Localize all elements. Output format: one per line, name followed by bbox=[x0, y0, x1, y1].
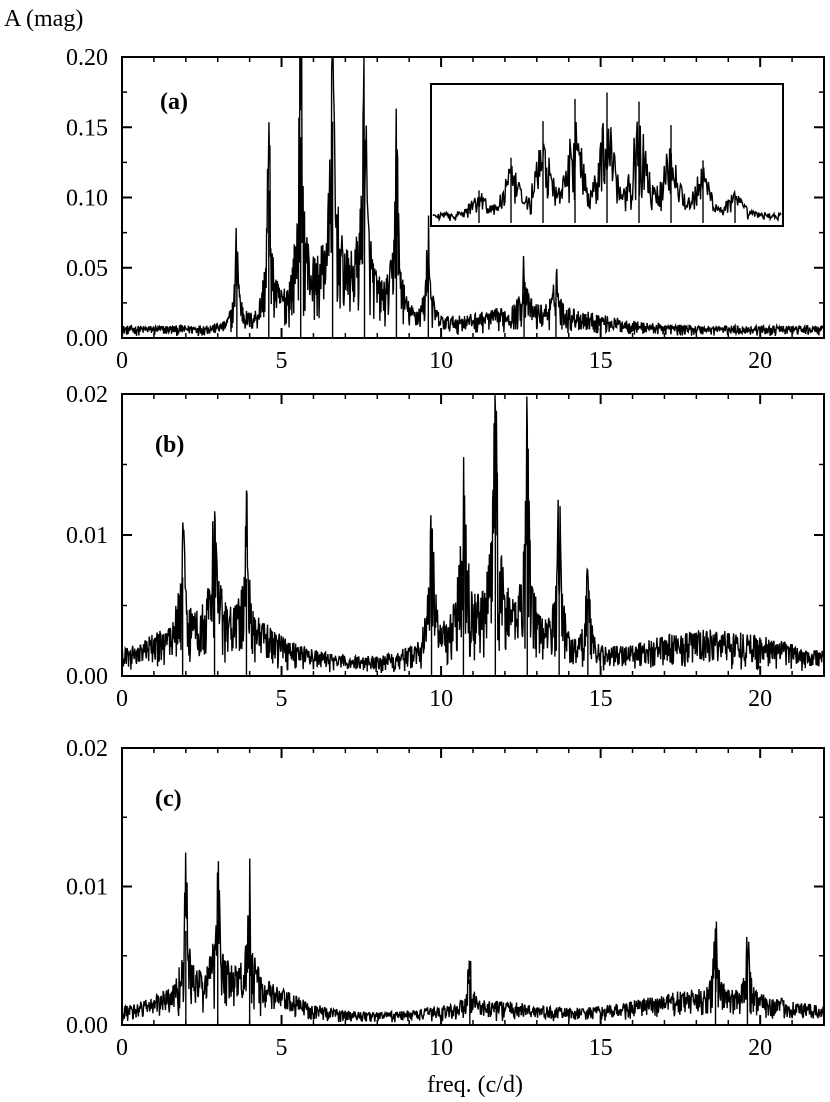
y-tick-label: 0.15 bbox=[66, 115, 108, 141]
y-tick-label: 0.20 bbox=[66, 45, 108, 71]
y-tick-label: 0.01 bbox=[66, 875, 108, 901]
x-axis-title: freq. (c/d) bbox=[427, 1072, 523, 1098]
y-tick-label: 0.00 bbox=[66, 664, 108, 690]
y-axis-title: A (mag) bbox=[4, 6, 83, 32]
y-tick-label: 0.00 bbox=[66, 1013, 108, 1039]
x-tick-label: 0 bbox=[116, 348, 128, 374]
inset-spectrum-line bbox=[432, 92, 782, 223]
x-tick-label: 15 bbox=[589, 686, 613, 712]
spectrum-line bbox=[121, 394, 825, 676]
panel-a: 0 5 10 15 20 0.00 0.05 0.10 0.15 0.20 (a) bbox=[66, 45, 825, 374]
x-tick-label: 10 bbox=[429, 686, 453, 712]
panel-c: 0 5 10 15 20 0.00 0.01 0.02 (c) bbox=[66, 736, 825, 1061]
spectrum-line bbox=[121, 852, 825, 1025]
panel-label: (b) bbox=[155, 432, 184, 458]
x-tick-label: 5 bbox=[276, 348, 288, 374]
panel-label: (a) bbox=[160, 89, 188, 115]
y-tick-label: 0.01 bbox=[66, 523, 108, 549]
y-tick-label: 0.02 bbox=[66, 382, 108, 408]
x-tick-label: 10 bbox=[429, 1035, 453, 1061]
x-tick-label: 15 bbox=[589, 1035, 613, 1061]
x-tick-label: 15 bbox=[589, 348, 613, 374]
inset-spectral-window bbox=[430, 83, 784, 227]
x-tick-label: 10 bbox=[429, 348, 453, 374]
x-tick-label: 20 bbox=[748, 348, 772, 374]
y-tick-label: 0.00 bbox=[66, 326, 108, 352]
panel-b: 0 5 10 15 20 0.00 0.01 0.02 (b) bbox=[66, 382, 825, 712]
x-tick-label: 20 bbox=[748, 686, 772, 712]
x-tick-label: 5 bbox=[276, 686, 288, 712]
x-tick-label: 0 bbox=[116, 1035, 128, 1061]
x-tick-label: 20 bbox=[748, 1035, 772, 1061]
y-tick-label: 0.10 bbox=[66, 186, 108, 212]
y-tick-label: 0.05 bbox=[66, 256, 108, 282]
spectrum-line bbox=[121, 57, 825, 338]
x-tick-label: 0 bbox=[116, 686, 128, 712]
panel-label: (c) bbox=[155, 786, 182, 812]
y-tick-label: 0.02 bbox=[66, 736, 108, 762]
x-tick-label: 5 bbox=[276, 1035, 288, 1061]
